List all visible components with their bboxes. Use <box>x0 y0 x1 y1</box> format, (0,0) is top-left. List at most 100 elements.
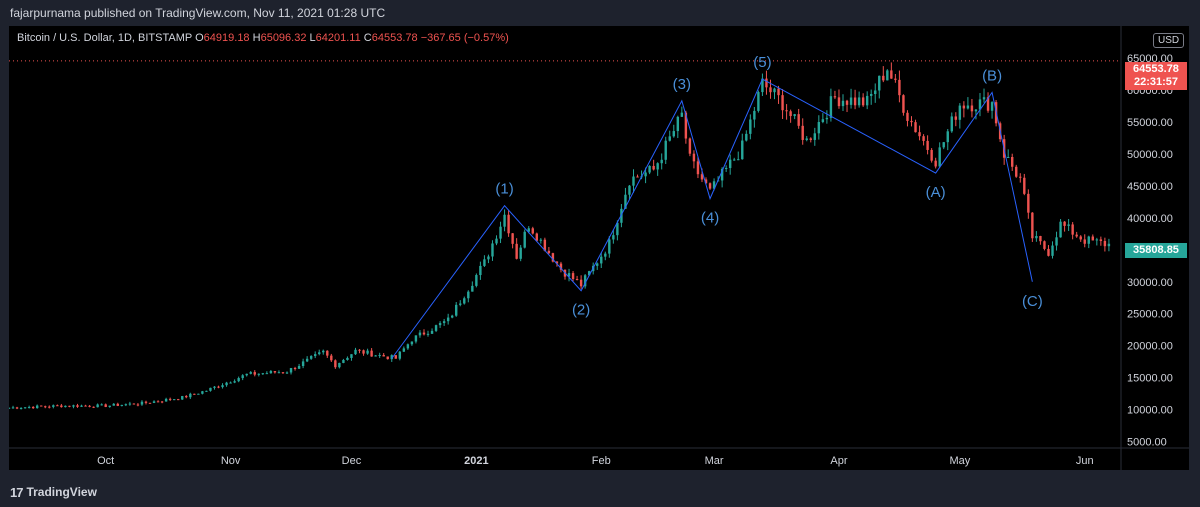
candle-body <box>523 231 526 248</box>
candle-body <box>813 133 817 140</box>
candle-body <box>209 387 212 391</box>
candle-body <box>962 105 966 109</box>
candle-body <box>92 406 95 408</box>
candle-body <box>281 372 285 374</box>
symbol-label[interactable]: Bitcoin / U.S. Dollar, 1D, BITSTAMP <box>17 32 193 44</box>
candle-body <box>9 407 11 409</box>
candle-body <box>902 95 905 113</box>
candle-body <box>861 97 865 106</box>
candle-body <box>551 253 555 262</box>
candle-body <box>398 351 402 359</box>
low-label: L <box>309 32 316 44</box>
candle-body <box>926 140 929 150</box>
candle-body <box>1099 239 1103 241</box>
y-tick-label: 25000.00 <box>1127 309 1173 321</box>
candle-body <box>1075 234 1078 237</box>
candlestick-chart[interactable]: 65000.0060000.0055000.0050000.0045000.00… <box>9 26 1189 470</box>
candle-body <box>390 355 393 360</box>
candle-body <box>922 136 925 141</box>
candle-body <box>761 78 764 93</box>
candle-body <box>136 404 140 406</box>
candle-body <box>817 122 821 134</box>
candle-body <box>958 105 962 120</box>
candle-body <box>313 354 317 357</box>
candle-body <box>305 358 309 362</box>
candle-body <box>567 273 571 277</box>
candle-body <box>309 356 313 359</box>
candle-body <box>628 185 631 195</box>
candle-body <box>696 161 700 175</box>
candle-body <box>769 87 772 93</box>
candle-body <box>741 140 744 160</box>
candle-body <box>1103 240 1107 247</box>
candle-body <box>793 114 796 117</box>
candle-body <box>805 138 808 140</box>
candle-body <box>692 153 696 162</box>
candle-body <box>535 233 539 241</box>
candle-body <box>898 79 901 96</box>
candle-body <box>724 168 728 170</box>
candle-body <box>1063 221 1066 226</box>
candle-body <box>874 90 877 95</box>
candle-body <box>112 403 115 406</box>
candle-body <box>571 273 575 279</box>
candle-body <box>120 404 124 406</box>
candle-body <box>40 405 43 407</box>
open-value: 64919.18 <box>203 32 250 44</box>
candle-body <box>906 112 909 121</box>
publisher-header: fajarpurnama published on TradingView.co… <box>10 6 386 20</box>
candle-body <box>632 176 635 186</box>
candle-body <box>841 100 845 107</box>
candle-body <box>249 372 252 374</box>
candle-body <box>257 373 261 375</box>
candle-body <box>471 285 474 292</box>
candle-body <box>974 109 978 112</box>
candle-body <box>297 366 301 369</box>
x-tick-label: Dec <box>342 455 362 467</box>
candle-body <box>809 138 812 140</box>
candle-body <box>193 393 196 395</box>
tradingview-logo-icon: 17 <box>10 484 24 500</box>
candle-body <box>495 238 498 244</box>
candle-body <box>56 405 59 407</box>
wave-label: (4) <box>701 210 719 227</box>
candle-body <box>587 271 591 276</box>
candle-body <box>406 344 410 349</box>
candle-body <box>253 372 256 375</box>
tradingview-footer[interactable]: 17 TradingView <box>10 484 97 500</box>
currency-badge[interactable]: USD <box>1153 33 1185 48</box>
candle-body <box>1107 243 1111 247</box>
candle-body <box>483 259 486 266</box>
chart-panel[interactable]: 65000.00 60000.00 55000.00 50000.00 45000.00… <box>9 26 1189 470</box>
candle-body <box>418 332 422 336</box>
candle-body <box>15 407 19 409</box>
wave-label: (2) <box>572 302 590 319</box>
candle-body <box>753 110 756 120</box>
candle-body <box>853 97 857 106</box>
candle-body <box>596 263 599 266</box>
candle-body <box>680 112 684 117</box>
candle-body <box>954 116 958 120</box>
candle-body <box>1051 245 1054 256</box>
candle-body <box>48 406 51 408</box>
candle-body <box>785 110 788 112</box>
candle-body <box>1019 176 1022 178</box>
x-tick-label: Feb <box>592 455 611 467</box>
candle-body <box>124 404 128 406</box>
candle-body <box>950 116 953 132</box>
candle-body <box>68 405 71 407</box>
y-tick-label: 65000.00 <box>1127 53 1173 65</box>
candle-body <box>144 401 148 403</box>
open-label: O <box>195 32 204 44</box>
candle-body <box>84 405 87 407</box>
candle-body <box>910 120 913 123</box>
candle-body <box>914 122 917 133</box>
candle-body <box>277 372 281 374</box>
candle-body <box>201 391 204 394</box>
candle-body <box>108 405 111 407</box>
candle-body <box>221 385 224 388</box>
candle-body <box>676 116 680 132</box>
candle-body <box>938 147 941 167</box>
candle-body <box>426 333 430 335</box>
x-tick-label: Jun <box>1076 455 1094 467</box>
